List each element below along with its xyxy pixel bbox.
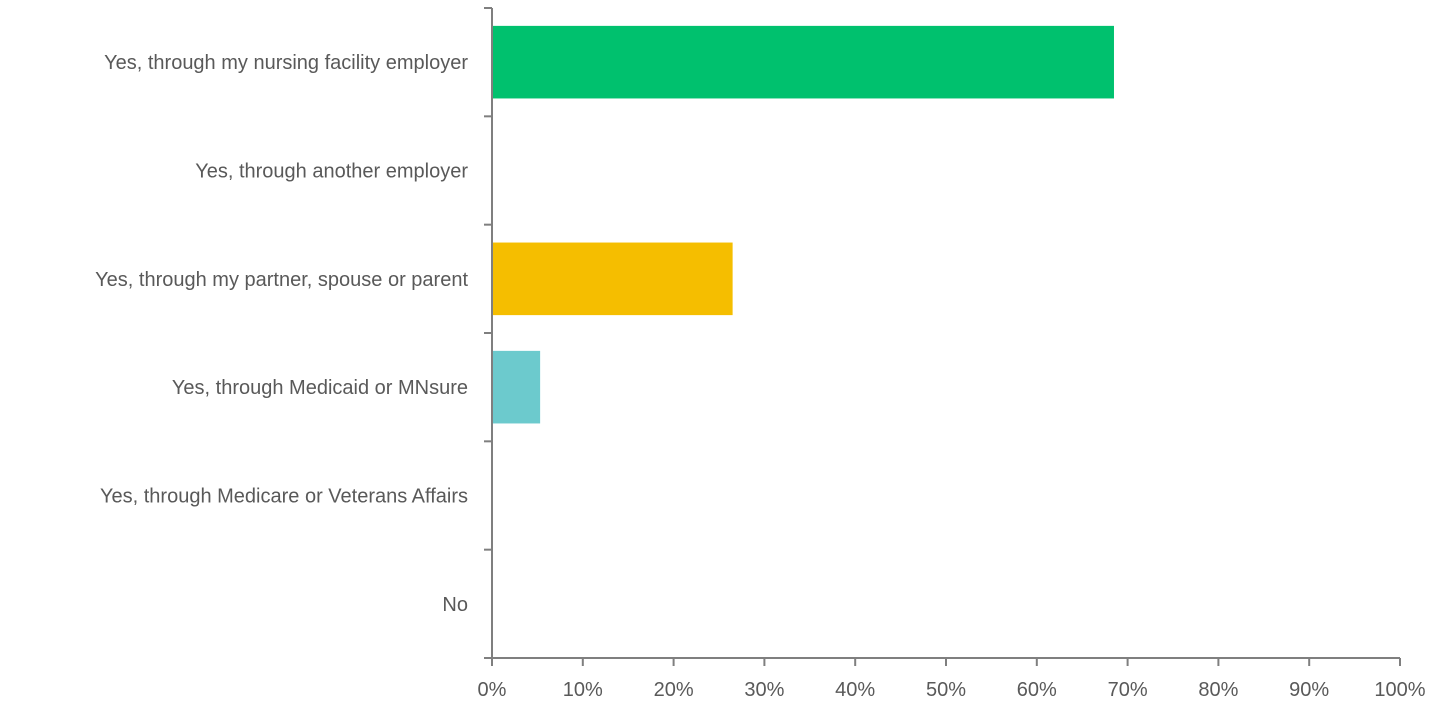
bar-1 — [492, 25, 1114, 99]
category-label: Yes, through my nursing facility employe… — [104, 52, 468, 74]
x-tick-label: 60% — [1017, 679, 1057, 701]
x-tick-label: 0% — [478, 679, 507, 701]
category-labels-layer: Yes, through my nursing facility employe… — [95, 52, 468, 616]
category-label: Yes, through Medicare or Veterans Affair… — [100, 486, 468, 508]
x-tick-label: 100% — [1374, 679, 1425, 701]
category-label: No — [442, 594, 468, 616]
x-tick-label: 50% — [926, 679, 966, 701]
x-tick-label: 20% — [654, 679, 694, 701]
category-label: Yes, through Medicaid or MNsure — [172, 377, 468, 399]
category-label: Yes, through my partner, spouse or paren… — [95, 269, 468, 291]
tick-labels-layer: 0% 10% 20% 30% 40% 50% 60% 70% 80% 90% 100% — [478, 679, 1426, 701]
axis-layer — [484, 7, 1401, 666]
x-tick-label: 90% — [1289, 679, 1329, 701]
bar-3 — [492, 242, 733, 316]
x-tick-label: 10% — [563, 679, 603, 701]
x-tick-label: 70% — [1108, 679, 1148, 701]
category-label: Yes, through another employer — [195, 161, 468, 183]
x-tick-label: 80% — [1198, 679, 1238, 701]
x-tick-label: 40% — [835, 679, 875, 701]
x-tick-label: 30% — [744, 679, 784, 701]
bars-layer — [492, 25, 1114, 424]
bar-4 — [492, 350, 541, 424]
